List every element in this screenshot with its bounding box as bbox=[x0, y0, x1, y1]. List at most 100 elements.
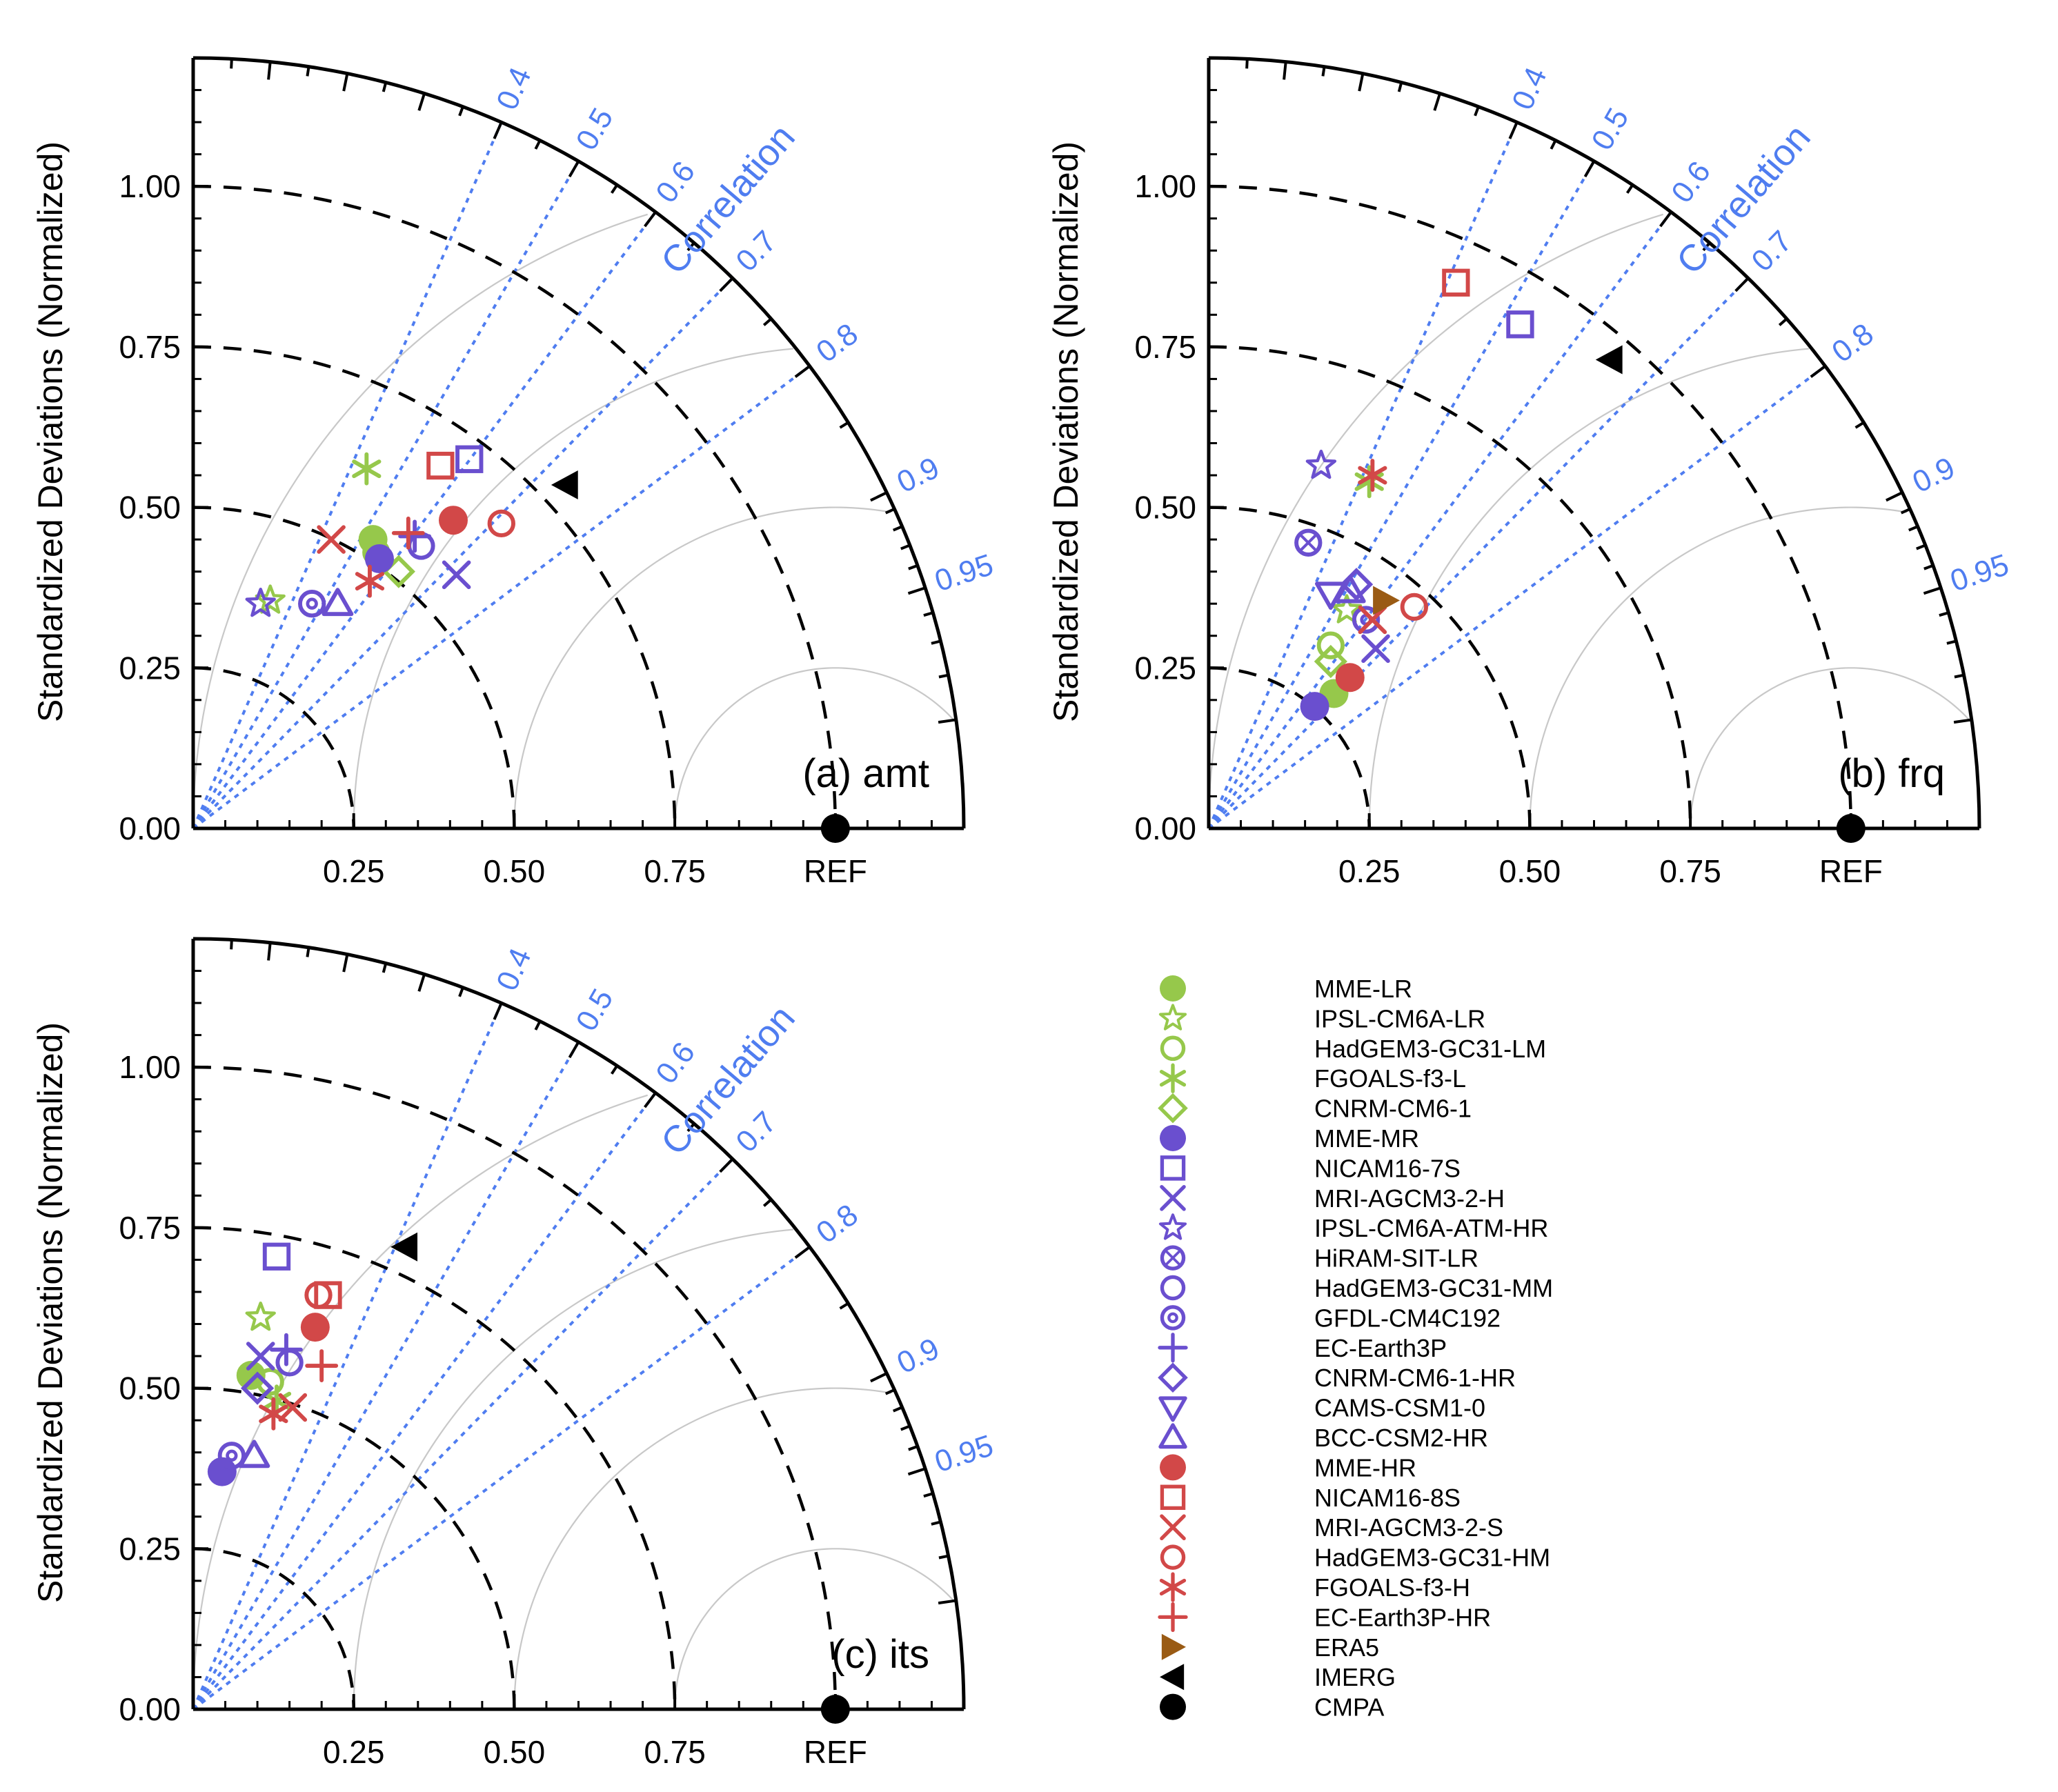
point-hadgem3-gc31-hm bbox=[304, 1281, 333, 1309]
x-ticks: 0.25 0.50 0.75 REF bbox=[224, 1694, 933, 1770]
correlation-tick bbox=[342, 73, 349, 92]
legend-marker bbox=[1158, 1423, 1187, 1449]
correlation-tick bbox=[900, 544, 911, 550]
correlation-tick bbox=[610, 1065, 619, 1075]
legend-item: IPSL-CM6A-ATM-HR bbox=[1158, 1213, 1548, 1242]
y-ticks: 0.00 0.25 0.50 0.75 1.00 bbox=[1134, 89, 1224, 846]
legend-item: IMERG bbox=[1160, 1663, 1396, 1691]
legend-label: MME-HR bbox=[1314, 1453, 1416, 1482]
correlation-tick-label: 0.95 bbox=[931, 548, 998, 598]
correlation-ray bbox=[192, 1092, 657, 1711]
correlation-tick-label: 0.9 bbox=[1908, 450, 1960, 499]
legend-item: BCC-CSM2-HR bbox=[1158, 1423, 1488, 1452]
point-hadgem3-gc31-lm bbox=[256, 1368, 284, 1396]
legend-item: CNRM-CM6-1-HR bbox=[1158, 1362, 1516, 1393]
correlation-tick bbox=[267, 942, 272, 961]
point-bcc-csm2-hr bbox=[238, 1440, 270, 1469]
legend-marker bbox=[1159, 1063, 1187, 1093]
std-arc bbox=[192, 1226, 677, 1710]
correlation-tick bbox=[938, 1554, 949, 1560]
correlation-tick-label: 0.6 bbox=[649, 155, 702, 209]
rms-arc bbox=[1529, 506, 1907, 829]
point-nicam16-8s bbox=[426, 451, 455, 480]
correlation-tick bbox=[1916, 544, 1926, 550]
legend-marker bbox=[1160, 1125, 1186, 1151]
std-arc bbox=[192, 666, 355, 829]
legend-label: NICAM16-7S bbox=[1314, 1154, 1461, 1182]
correlation-tick-label: 0.95 bbox=[931, 1428, 998, 1479]
point-ec-earth3p bbox=[270, 1333, 303, 1366]
correlation-tick bbox=[1433, 92, 1442, 111]
y-tick-label: 0.75 bbox=[119, 329, 181, 365]
panel-label: (c) its bbox=[831, 1632, 929, 1677]
correlation-tick bbox=[938, 1599, 957, 1605]
rms-arc bbox=[513, 1387, 891, 1710]
legend-marker bbox=[1161, 1633, 1186, 1660]
point-cnrm-cm6-1-hr bbox=[240, 1371, 275, 1405]
correlation-tick bbox=[719, 1157, 734, 1173]
correlation-tick bbox=[568, 1041, 580, 1059]
y-axis-title: Standardized Deviations (Normalized) bbox=[31, 1022, 70, 1603]
point-mri-agcm3-2-s bbox=[317, 525, 346, 554]
x-tick-label: 0.75 bbox=[644, 853, 706, 889]
x-tick-label: 0.50 bbox=[484, 1734, 546, 1770]
rms-arc bbox=[192, 213, 649, 829]
point-bcc-csm2-hr bbox=[321, 588, 354, 617]
taylor-panel-c: 0.00 0.25 0.50 0.75 1.00 0.25 0.50 0.75 REF Stand… bbox=[31, 937, 998, 1770]
y-tick-label: 1.00 bbox=[1134, 168, 1196, 204]
correlation-tick bbox=[1946, 639, 1957, 645]
y-ticks: 0.00 0.25 0.50 0.75 1.00 bbox=[119, 970, 208, 1727]
taylor-panel-a: 0.00 0.25 0.50 0.75 1.00 0.25 0.50 0.75 REF Stand… bbox=[31, 56, 998, 889]
correlation-tick-label: 0.8 bbox=[1826, 317, 1879, 369]
point-fgoals-f3-h bbox=[355, 564, 385, 598]
legend-item: ERA5 bbox=[1161, 1633, 1379, 1662]
std-arc bbox=[192, 1386, 516, 1710]
y-tick-label: 0.25 bbox=[119, 1531, 181, 1566]
correlation-tick bbox=[839, 1302, 849, 1310]
x-tick-label: REF bbox=[804, 1734, 867, 1770]
legend-label: HadGEM3-GC31-MM bbox=[1314, 1274, 1553, 1302]
legend-label: BCC-CSM2-HR bbox=[1314, 1424, 1488, 1452]
legend-marker bbox=[1160, 1275, 1186, 1301]
legend-label: GFDL-CM4C192 bbox=[1314, 1304, 1501, 1332]
std-arcs bbox=[192, 184, 838, 829]
correlation-tick bbox=[762, 1198, 773, 1207]
legend-item: HadGEM3-GC31-MM bbox=[1160, 1274, 1553, 1302]
std-arc bbox=[1208, 506, 1532, 829]
correlation-tick bbox=[686, 1122, 695, 1133]
correlation-tick bbox=[1550, 139, 1557, 150]
correlation-tick bbox=[643, 211, 657, 228]
correlation-ray bbox=[192, 121, 503, 829]
correlation-tick bbox=[870, 491, 888, 502]
correlation-tick bbox=[1734, 277, 1750, 292]
legend-marker bbox=[1159, 1572, 1187, 1602]
legend-label: CNRM-CM6-1-HR bbox=[1314, 1364, 1516, 1392]
correlation-tick bbox=[938, 673, 949, 679]
legend-item: EC-Earth3P bbox=[1158, 1333, 1447, 1363]
legend-item: CAMS-CSM1-0 bbox=[1158, 1394, 1485, 1422]
legend-marker bbox=[1160, 1454, 1186, 1481]
point-mme-hr bbox=[438, 506, 468, 535]
point-gfdl-cm4c192 bbox=[298, 590, 326, 618]
point-mri-agcm3-2-h bbox=[246, 1342, 275, 1371]
correlation-tick bbox=[417, 973, 426, 992]
legend-label: FGOALS-f3-L bbox=[1314, 1064, 1466, 1093]
correlation-tick bbox=[1397, 81, 1403, 92]
std-arc bbox=[1208, 345, 1692, 829]
data-points bbox=[1294, 268, 1866, 843]
correlation-ray bbox=[192, 365, 811, 830]
x-tick-label: REF bbox=[1819, 853, 1883, 889]
legend-item: HadGEM3-GC31-HM bbox=[1160, 1544, 1550, 1572]
x-tick-label: 0.75 bbox=[644, 1734, 706, 1770]
legend-label: HiRAM-SIT-LR bbox=[1314, 1244, 1478, 1273]
std-arc bbox=[192, 1065, 838, 1710]
legend-marker bbox=[1160, 1514, 1186, 1541]
legend-item: MME-MR bbox=[1160, 1124, 1419, 1153]
correlation-tick bbox=[686, 241, 695, 252]
legend-label: EC-Earth3P bbox=[1314, 1334, 1447, 1362]
y-tick-label: 0.00 bbox=[119, 1691, 181, 1727]
outer-arc bbox=[192, 56, 966, 829]
correlation-tick bbox=[534, 139, 542, 150]
point-mme-mr bbox=[364, 544, 394, 574]
